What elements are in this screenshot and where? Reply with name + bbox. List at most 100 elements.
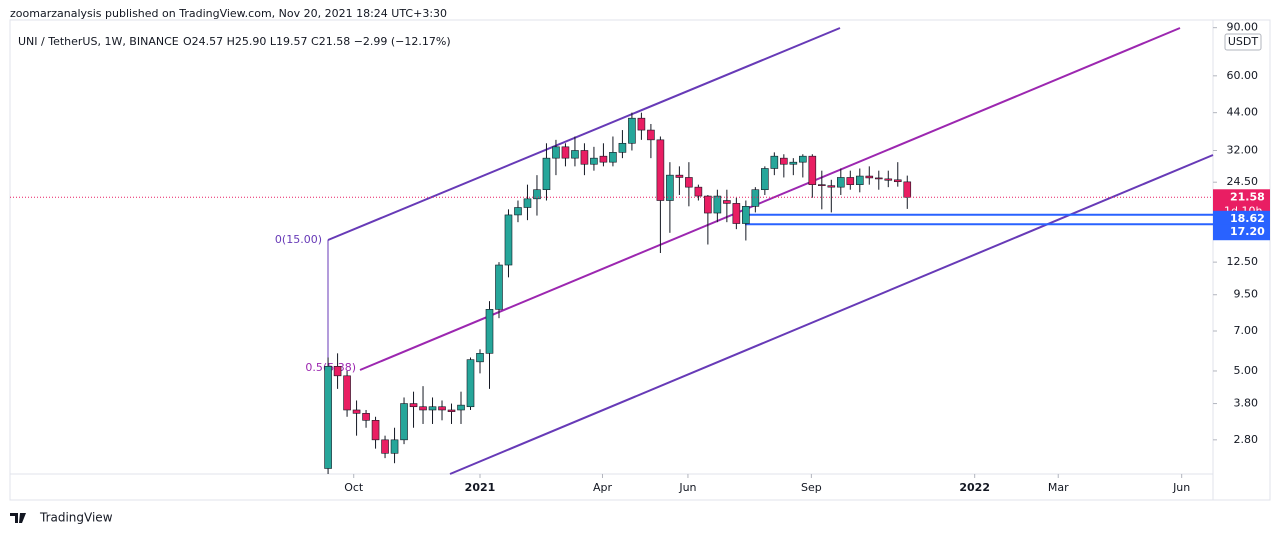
candle-body bbox=[571, 150, 579, 159]
candle-body bbox=[390, 439, 399, 454]
candle-body bbox=[732, 203, 741, 224]
candle-body bbox=[343, 375, 351, 411]
candle-body bbox=[400, 403, 408, 441]
candle-body bbox=[447, 409, 456, 412]
unit-box bbox=[1224, 33, 1262, 51]
candle-body bbox=[675, 174, 684, 178]
candle-body bbox=[855, 175, 864, 185]
candle-body bbox=[656, 139, 665, 201]
candle-body bbox=[495, 264, 503, 310]
channel bbox=[327, 27, 1214, 475]
candle-body bbox=[542, 157, 551, 191]
candle-body bbox=[428, 406, 437, 411]
candle-body bbox=[609, 152, 617, 163]
y-tick-label: 60.00 bbox=[1227, 69, 1259, 82]
candle-body bbox=[504, 214, 513, 266]
candle-body bbox=[789, 161, 798, 165]
candle-body bbox=[523, 198, 532, 208]
candle-body bbox=[713, 195, 722, 214]
brand-logo bbox=[10, 513, 26, 523]
y-tick-label: 5.00 bbox=[1234, 364, 1259, 377]
candle-body bbox=[742, 206, 750, 224]
y-tick-label: 32.00 bbox=[1227, 143, 1259, 156]
candle-body bbox=[694, 186, 703, 197]
symbol: UNI / TetherUS, 1W, BINANCE bbox=[18, 35, 179, 48]
candle-body bbox=[466, 359, 475, 408]
candle-body bbox=[666, 174, 674, 201]
y-tick-label: 9.50 bbox=[1234, 288, 1259, 301]
candle-body bbox=[808, 155, 817, 185]
candle-body bbox=[381, 439, 389, 454]
candle-body bbox=[590, 157, 598, 165]
candle-body bbox=[561, 146, 570, 159]
candle-body bbox=[438, 406, 446, 411]
candle-body bbox=[751, 189, 760, 207]
x-tick-label: 2022 bbox=[959, 481, 990, 494]
candle-body bbox=[723, 200, 731, 204]
candle-body bbox=[580, 150, 589, 165]
candle-body bbox=[457, 404, 465, 411]
candle-body bbox=[647, 129, 655, 141]
candle-body bbox=[409, 403, 418, 408]
candle-body bbox=[352, 409, 361, 414]
fib-label: 0(15.00) bbox=[275, 233, 322, 246]
candle-body bbox=[552, 146, 560, 159]
x-tick-label: Oct bbox=[344, 481, 364, 494]
candle-body bbox=[599, 155, 608, 163]
brand: TradingView bbox=[39, 511, 113, 525]
publisher: zoomarzanalysis published on TradingView… bbox=[10, 7, 447, 20]
candle-body bbox=[333, 366, 342, 377]
y-tick-label: 3.80 bbox=[1234, 397, 1259, 410]
candle-body bbox=[827, 185, 836, 188]
candle-body bbox=[903, 181, 912, 198]
candle-body bbox=[761, 168, 769, 191]
candle-body bbox=[884, 178, 893, 181]
channel-top bbox=[327, 27, 841, 241]
channel-bottom bbox=[449, 154, 1214, 475]
x-tick-label: Apr bbox=[593, 481, 613, 494]
candle-body bbox=[362, 413, 370, 421]
candle-body bbox=[324, 366, 332, 469]
price-line-box bbox=[1213, 210, 1270, 227]
x-tick-label: Jun bbox=[1172, 481, 1190, 494]
candle-body bbox=[419, 406, 427, 411]
x-tick-label: Sep bbox=[801, 481, 822, 494]
y-tick-label: 12.50 bbox=[1227, 255, 1259, 268]
candle-body bbox=[780, 157, 788, 165]
candle-body bbox=[799, 155, 807, 163]
candle-body bbox=[533, 189, 541, 200]
price-line-box bbox=[1213, 224, 1270, 241]
candle-body bbox=[837, 177, 845, 188]
y-tick-label: 24.50 bbox=[1227, 175, 1259, 188]
candle-body bbox=[685, 177, 693, 188]
y-tick-label: 2.80 bbox=[1234, 433, 1259, 446]
candle-body bbox=[865, 175, 874, 179]
candle-body bbox=[485, 309, 494, 354]
candle-body bbox=[371, 420, 380, 441]
candle-body bbox=[628, 117, 636, 144]
candle-body bbox=[514, 207, 522, 216]
y-tick-label: 44.00 bbox=[1227, 106, 1259, 119]
candle-body bbox=[846, 177, 855, 185]
channel-mid bbox=[359, 27, 1181, 371]
last-price-label: 21.58 bbox=[1230, 190, 1265, 203]
candle-body bbox=[874, 177, 883, 180]
candle-body bbox=[704, 195, 712, 214]
frame bbox=[9, 19, 1271, 501]
ohlc: O24.57 H25.90 L19.57 C21.58 −2.99 (−12.1… bbox=[183, 35, 451, 48]
candle-body bbox=[476, 353, 484, 363]
x-tick-label: Jun bbox=[678, 481, 696, 494]
price-line-label: 18.62 bbox=[1230, 212, 1265, 225]
x-tick-label: 2021 bbox=[465, 481, 496, 494]
price-line-label: 17.20 bbox=[1230, 225, 1265, 238]
candle-body bbox=[770, 155, 779, 169]
candle-body bbox=[818, 184, 826, 186]
y-tick-label: 7.00 bbox=[1234, 324, 1259, 337]
candle-body bbox=[618, 142, 627, 153]
candle-body bbox=[893, 179, 902, 183]
x-tick-label: Mar bbox=[1048, 481, 1069, 494]
y-tick-label: 90.00 bbox=[1227, 21, 1259, 34]
candle-body bbox=[637, 117, 646, 131]
unit: USDT bbox=[1228, 35, 1259, 48]
